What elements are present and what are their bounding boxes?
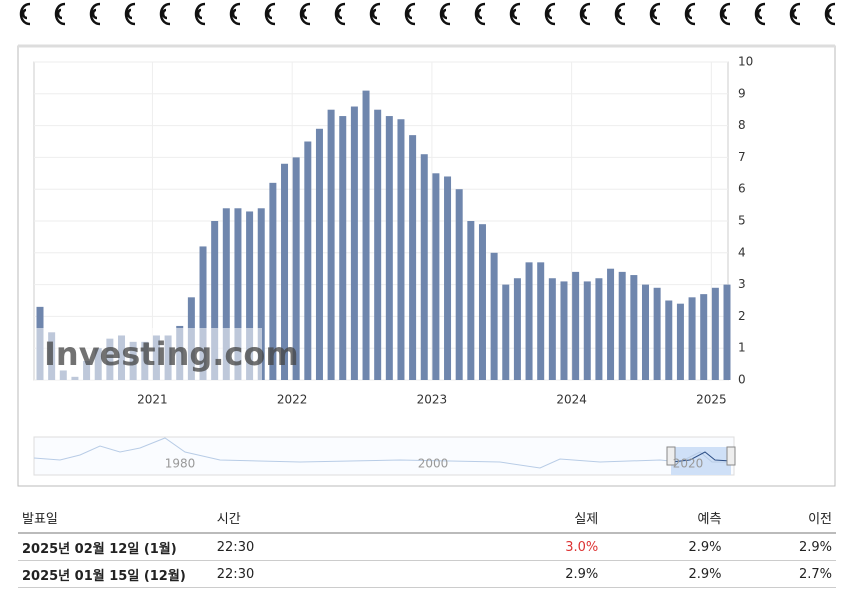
table-cell: 2.9% <box>602 560 726 588</box>
table-cell: 22:30 <box>212 533 467 561</box>
bar <box>281 163 289 380</box>
bar <box>560 281 568 380</box>
table-header: 이전 <box>725 503 836 534</box>
bar <box>455 189 463 380</box>
x-tick-label: 2021 <box>137 393 168 407</box>
y-tick-label: 3 <box>738 277 746 291</box>
bar <box>385 116 393 380</box>
table-header: 예측 <box>602 503 726 534</box>
table-cell: 2.9% <box>602 533 726 561</box>
table-cell: 2025년 01월 15일 (12월) <box>18 560 213 588</box>
table-header: 실제 <box>466 503 603 534</box>
bar <box>397 119 405 381</box>
bar <box>583 281 591 380</box>
bar <box>420 154 428 380</box>
bar <box>211 221 219 380</box>
bar <box>199 246 207 380</box>
table-header: 시간 <box>212 503 467 534</box>
bar <box>607 268 615 380</box>
x-tick-label: 2022 <box>277 393 308 407</box>
bar <box>630 275 638 380</box>
table-header: 발표일 <box>18 503 213 534</box>
navigator-label: 1980 <box>165 457 196 471</box>
bar <box>374 109 382 380</box>
y-tick-label: 5 <box>738 214 746 228</box>
table-row: 2025년 01월 15일 (12월) 22:30 2.9% 2.9% 2.7% <box>18 560 836 588</box>
bar <box>467 221 475 380</box>
bar <box>548 278 556 380</box>
bar <box>327 109 335 380</box>
bar <box>618 271 626 380</box>
bar <box>304 141 312 380</box>
y-tick-label: 8 <box>738 118 746 132</box>
binding-rings <box>19 2 836 26</box>
bar <box>513 278 521 380</box>
bar <box>665 300 673 380</box>
bar <box>502 284 510 380</box>
bar <box>711 287 719 380</box>
table-cell: 2.9% <box>725 533 836 561</box>
chart: 1980 2000 2020 0 1 2 3 4 5 6 7 8 9 10 2021 2022 2023 202… <box>17 2 836 487</box>
table-cell: 2.7% <box>725 560 836 588</box>
bar <box>688 297 696 380</box>
x-tick-label: 2025 <box>696 393 727 407</box>
bar <box>525 262 533 380</box>
bar <box>409 135 417 380</box>
bar <box>269 182 277 380</box>
y-tick-label: 2 <box>738 309 746 323</box>
table-cell: 3.0% <box>466 533 603 561</box>
y-tick-label: 9 <box>738 86 746 100</box>
y-tick-label: 1 <box>738 341 746 355</box>
navigator-label: 2000 <box>418 457 449 471</box>
bar <box>676 303 684 380</box>
bar <box>362 90 370 381</box>
bar <box>595 278 603 380</box>
table: 발표일 시간 실제 예측 이전 2025년 02월 12일 (1월) 22:30 3.0% 2… <box>18 503 836 588</box>
bar <box>315 128 323 380</box>
y-tick-label: 10 <box>738 55 753 69</box>
y-tick-label: 7 <box>738 150 746 164</box>
bar <box>246 211 254 380</box>
bar <box>700 294 708 380</box>
watermark-bg <box>36 328 262 380</box>
bar <box>490 252 498 380</box>
table-cell: 2.9% <box>466 560 603 588</box>
bar <box>641 284 649 380</box>
bar <box>723 284 731 380</box>
y-tick-label: 0 <box>738 373 746 387</box>
bar <box>653 287 661 380</box>
x-tick-label: 2023 <box>417 393 448 407</box>
bar <box>234 208 242 380</box>
bar <box>432 173 440 380</box>
bar <box>444 176 452 380</box>
bar <box>339 116 347 380</box>
bar <box>537 262 545 380</box>
navigator: 1980 2000 2020 <box>33 436 736 476</box>
bar <box>572 271 580 380</box>
bar <box>257 208 265 380</box>
bar <box>222 208 230 380</box>
watermark: Investing.com <box>44 335 299 373</box>
table-cell: 22:30 <box>212 560 467 588</box>
bar <box>478 224 486 380</box>
x-tick-label: 2024 <box>556 393 587 407</box>
y-tick-label: 4 <box>738 245 746 259</box>
table-cell: 2025년 02월 12일 (1월) <box>18 533 213 561</box>
y-tick-label: 6 <box>738 182 746 196</box>
bar <box>292 157 300 380</box>
navigator-label: 2020 <box>673 457 704 471</box>
bar <box>350 106 358 381</box>
table-row: 2025년 02월 12일 (1월) 22:30 3.0% 2.9% 2.9% <box>18 533 836 561</box>
